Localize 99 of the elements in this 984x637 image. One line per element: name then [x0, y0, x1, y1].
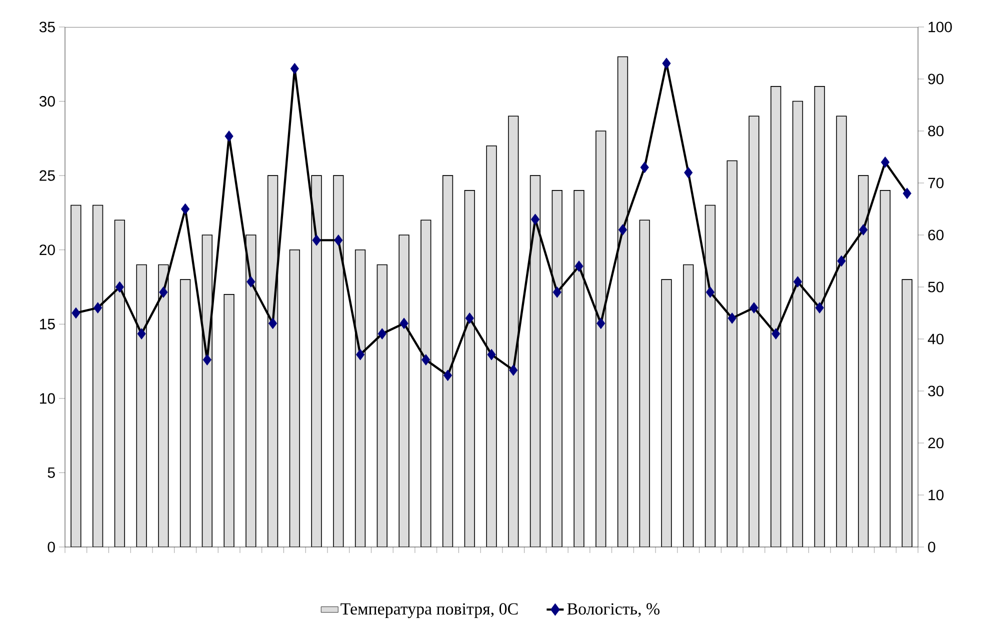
bar	[333, 175, 344, 547]
bar	[748, 116, 760, 547]
bar	[398, 234, 410, 547]
bar	[639, 220, 650, 547]
bar	[726, 160, 738, 547]
bar	[661, 279, 672, 547]
point	[509, 364, 518, 376]
point	[750, 302, 758, 314]
bar	[420, 220, 432, 547]
bar	[289, 249, 300, 547]
legend-label: Температура повітря, 0С	[340, 603, 518, 618]
point	[159, 286, 168, 298]
y-tick-label: 25	[40, 170, 55, 181]
bar	[617, 56, 628, 547]
y-tick-label: 0	[48, 542, 55, 552]
bar	[376, 264, 388, 547]
point	[224, 130, 234, 142]
bar	[267, 175, 278, 547]
point	[815, 302, 824, 314]
y2-tick-label: 10	[928, 490, 944, 500]
point	[662, 58, 671, 70]
bar	[552, 190, 562, 547]
bar	[792, 100, 804, 547]
point	[684, 166, 693, 178]
point	[422, 354, 430, 366]
y2-tick-label: 20	[928, 438, 944, 448]
point	[202, 354, 212, 366]
bar	[836, 116, 847, 547]
point	[268, 318, 278, 330]
point	[902, 188, 912, 200]
bar	[70, 204, 82, 547]
point	[465, 312, 474, 324]
y-tick-label: 30	[39, 96, 55, 107]
point	[530, 214, 540, 226]
bar	[596, 130, 606, 547]
y-tick-label: 20	[40, 244, 55, 256]
bar	[158, 264, 169, 547]
y2-tick-label: 60	[928, 230, 944, 240]
legend-label: Вологість, %	[567, 603, 660, 618]
y2-tick-label: 30	[928, 386, 944, 396]
point	[180, 203, 190, 215]
point	[640, 162, 649, 174]
bar	[858, 175, 869, 547]
bar	[354, 249, 366, 547]
point	[596, 318, 606, 330]
y2-tick-label: 50	[928, 282, 944, 292]
y2-tick-label: 70	[928, 178, 944, 188]
y2-tick-label: 90	[928, 74, 944, 84]
bar	[770, 86, 782, 547]
bar	[180, 279, 191, 547]
bar	[530, 175, 541, 547]
y-tick-label: 10	[40, 393, 55, 404]
bar	[224, 294, 234, 547]
point	[290, 62, 299, 74]
bar	[136, 264, 147, 547]
y2-tick-label: 80	[928, 126, 944, 136]
point	[859, 224, 868, 236]
point	[706, 286, 715, 298]
point	[246, 276, 256, 288]
point	[880, 156, 890, 168]
point	[137, 328, 146, 340]
point	[574, 260, 584, 272]
y-tick-label: 35	[39, 22, 55, 32]
bar	[902, 279, 912, 547]
y2-tick-label: 0	[928, 542, 936, 552]
bar	[92, 204, 104, 547]
bar	[464, 190, 475, 547]
point	[552, 286, 562, 298]
bar	[880, 190, 891, 547]
y2-tick-label: 100	[928, 22, 952, 32]
point	[400, 318, 408, 330]
y-tick-label: 5	[48, 468, 55, 478]
bar	[704, 204, 716, 547]
point	[728, 312, 736, 324]
bar	[574, 190, 584, 547]
point	[334, 234, 343, 246]
point	[837, 255, 846, 267]
point	[487, 348, 496, 360]
bar	[114, 220, 125, 547]
point	[356, 348, 365, 360]
bar	[814, 86, 825, 547]
bar	[508, 116, 519, 547]
bar	[683, 264, 694, 547]
y-tick-label: 15	[40, 318, 55, 330]
bar	[442, 175, 454, 547]
bar	[246, 234, 256, 547]
point	[793, 276, 802, 288]
y2-tick-label: 40	[928, 334, 944, 344]
point	[312, 234, 321, 246]
point	[772, 328, 780, 340]
point	[72, 307, 80, 319]
point	[378, 328, 386, 340]
bar	[486, 145, 497, 547]
point	[94, 302, 102, 314]
bar	[202, 234, 212, 547]
point	[115, 281, 124, 293]
point	[618, 224, 628, 236]
bar	[311, 175, 322, 547]
point	[443, 370, 452, 382]
